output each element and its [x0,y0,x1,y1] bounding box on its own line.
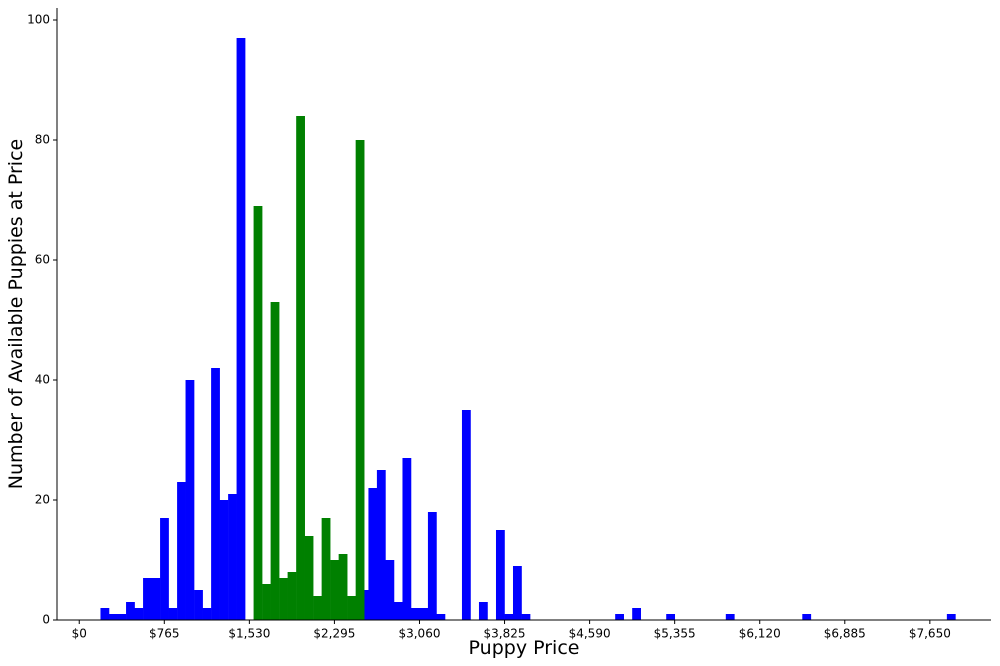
histogram-bar [228,494,237,620]
y-tick-label: 0 [42,613,50,627]
y-tick-label: 40 [35,373,50,387]
x-tick-label: $1,530 [228,627,270,641]
histogram-bar [177,482,186,620]
x-tick-label: $2,295 [313,627,355,641]
x-tick-label: $3,060 [398,627,440,641]
histogram-bar [143,578,152,620]
x-tick-label: $0 [72,627,87,641]
histogram-bar [194,590,203,620]
histogram-bar [270,302,280,620]
histogram-bar [279,578,288,620]
histogram-bar [495,530,505,620]
histogram-bar [376,470,386,620]
y-axis-title: Number of Available Puppies at Price [5,139,27,489]
x-tick-label: $4,590 [569,627,611,641]
histogram-bar [160,518,169,620]
histogram-bar [355,140,365,620]
histogram-bar [632,608,641,620]
histogram-bar [512,566,522,620]
histogram-bar [368,488,378,620]
histogram-bar [347,596,357,620]
histogram-bar [461,410,471,620]
histogram-bar [313,596,322,620]
histogram-bar [338,554,348,620]
histogram-bar [946,614,956,620]
axes-layer [56,8,991,621]
bars-layer [100,38,956,620]
histogram-bar [126,602,135,620]
y-tick-label: 100 [27,13,50,27]
histogram-bar [202,608,212,620]
histogram-bar [100,608,110,620]
histogram-bar [330,560,339,620]
histogram-bar [419,608,429,620]
histogram-bar [151,578,161,620]
histogram-bar [478,602,488,620]
histogram-bar [304,536,314,620]
histogram-bar [521,614,531,620]
histogram-bar [666,614,676,620]
y-ticks: 0 20 40 60 80 100 [27,13,57,627]
x-tick-label: $6,120 [739,627,781,641]
histogram-bar [253,206,263,620]
histogram-bar [211,368,220,620]
histogram-bar [725,614,735,620]
histogram-bar [109,614,118,620]
histogram-bar [296,116,305,620]
histogram-bar [134,608,144,620]
histogram-bar [117,614,127,620]
x-tick-label: $5,355 [654,627,696,641]
histogram-bar [236,38,246,620]
histogram-bar [219,500,229,620]
histogram-bar [615,614,624,620]
histogram-bar [802,614,812,620]
y-tick-label: 60 [35,253,50,267]
x-tick-label: $3,825 [484,627,526,641]
histogram-bar [410,608,420,620]
y-tick-label: 20 [35,493,50,507]
histogram-bar [504,614,514,620]
histogram-bar [168,608,178,620]
x-tick-label: $6,885 [824,627,866,641]
y-tick-label: 80 [35,133,50,147]
histogram-bar [287,572,297,620]
histogram-bar [393,602,403,620]
x-tick-label: $7,650 [909,627,951,641]
histogram-bar [321,518,331,620]
x-axis-title: Puppy Price [469,637,580,659]
histogram-bar [185,380,195,620]
x-tick-label: $765 [149,627,180,641]
x-ticks: $0 $765 $1,530 $2,295 $3,060 $3,825 $4,590 $5,3… [72,620,951,641]
histogram-bar [427,512,437,620]
histogram-bar [402,458,412,620]
histogram-bar [385,560,395,620]
histogram-bar [262,584,271,620]
histogram-bar [436,614,446,620]
